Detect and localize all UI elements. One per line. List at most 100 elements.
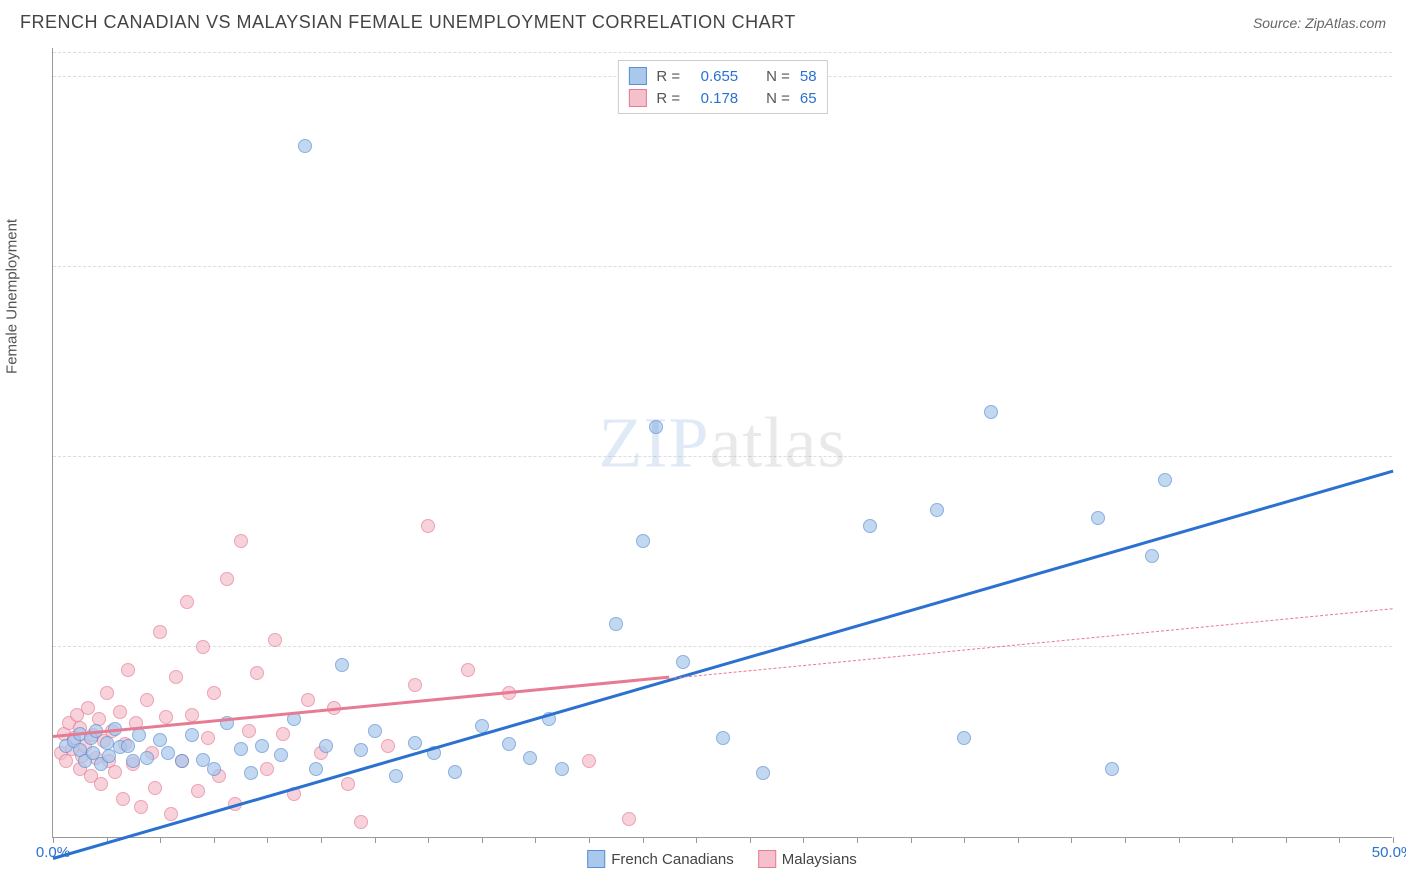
data-point — [100, 736, 114, 750]
trend-line — [669, 608, 1393, 679]
data-point — [126, 754, 140, 768]
data-point — [622, 812, 636, 826]
data-point — [201, 731, 215, 745]
x-tick — [696, 837, 697, 843]
stat-r-value: 0.178 — [690, 90, 738, 107]
x-tick — [267, 837, 268, 843]
data-point — [94, 777, 108, 791]
data-point — [274, 748, 288, 762]
data-point — [255, 739, 269, 753]
data-point — [957, 731, 971, 745]
stat-n-value: 65 — [800, 90, 817, 107]
data-point — [319, 739, 333, 753]
legend-swatch — [758, 850, 776, 868]
data-point — [220, 572, 234, 586]
data-point — [756, 766, 770, 780]
x-tick — [321, 837, 322, 843]
data-point — [242, 724, 256, 738]
legend-stat-row: R =0.655N =58 — [628, 65, 816, 87]
legend-series-label: Malaysians — [782, 851, 857, 868]
x-tick — [1179, 837, 1180, 843]
data-point — [502, 737, 516, 751]
data-point — [260, 762, 274, 776]
data-point — [153, 625, 167, 639]
data-point — [180, 595, 194, 609]
series-legend: French Canadians Malaysians — [587, 850, 857, 868]
data-point — [169, 670, 183, 684]
data-point — [461, 663, 475, 677]
data-point — [354, 743, 368, 757]
data-point — [207, 762, 221, 776]
x-tick — [857, 837, 858, 843]
data-point — [59, 754, 73, 768]
data-point — [716, 731, 730, 745]
data-point — [555, 762, 569, 776]
data-point — [185, 728, 199, 742]
correlation-legend: R =0.655N =58R =0.178N =65 — [617, 60, 827, 114]
trend-line — [53, 469, 1394, 859]
data-point — [984, 405, 998, 419]
data-point — [389, 769, 403, 783]
legend-series-item: Malaysians — [758, 850, 857, 868]
data-point — [164, 807, 178, 821]
chart-container: Female Unemployment ZIPatlas R =0.655N =… — [52, 48, 1392, 838]
legend-stat-row: R = 0.178 N = 65 — [628, 87, 816, 109]
data-point — [116, 792, 130, 806]
data-point — [408, 736, 422, 750]
data-point — [582, 754, 596, 768]
data-point — [153, 733, 167, 747]
data-point — [276, 727, 290, 741]
data-point — [268, 633, 282, 647]
x-tick — [1286, 837, 1287, 843]
x-tick — [1125, 837, 1126, 843]
data-point — [368, 724, 382, 738]
data-point — [930, 503, 944, 517]
x-tick — [803, 837, 804, 843]
data-point — [335, 658, 349, 672]
stat-n-label: N = — [766, 90, 790, 107]
legend-series-item: French Canadians — [587, 850, 734, 868]
data-point — [341, 777, 355, 791]
data-point — [609, 617, 623, 631]
x-tick — [643, 837, 644, 843]
data-point — [676, 655, 690, 669]
gridline-h — [53, 52, 1392, 53]
data-point — [301, 693, 315, 707]
data-point — [381, 739, 395, 753]
x-tick-label: 50.0% — [1372, 844, 1406, 861]
x-tick — [535, 837, 536, 843]
data-point — [234, 742, 248, 756]
x-tick — [1018, 837, 1019, 843]
x-tick — [214, 837, 215, 843]
data-point — [523, 751, 537, 765]
stat-r-value: 0.655 — [690, 68, 738, 85]
legend-swatch — [587, 850, 605, 868]
data-point — [649, 420, 663, 434]
plot-area: ZIPatlas R =0.655N =58R =0.178N =65 12.5… — [52, 48, 1392, 838]
data-point — [140, 751, 154, 765]
x-tick — [1339, 837, 1340, 843]
x-tick — [1393, 837, 1394, 843]
data-point — [108, 765, 122, 779]
x-tick — [53, 837, 54, 843]
data-point — [113, 705, 127, 719]
watermark: ZIPatlas — [599, 401, 847, 484]
source-attribution: Source: ZipAtlas.com — [1253, 15, 1386, 31]
data-point — [408, 678, 422, 692]
legend-series-label: French Canadians — [611, 851, 734, 868]
x-tick — [482, 837, 483, 843]
data-point — [234, 534, 248, 548]
stat-r-label: R = — [656, 68, 680, 85]
data-point — [1105, 762, 1119, 776]
data-point — [134, 800, 148, 814]
data-point — [121, 663, 135, 677]
gridline-h — [53, 646, 1392, 647]
data-point — [148, 781, 162, 795]
data-point — [132, 728, 146, 742]
data-point — [354, 815, 368, 829]
data-point — [207, 686, 221, 700]
data-point — [636, 534, 650, 548]
x-tick — [1071, 837, 1072, 843]
stat-r-label: R = — [656, 90, 680, 107]
data-point — [309, 762, 323, 776]
